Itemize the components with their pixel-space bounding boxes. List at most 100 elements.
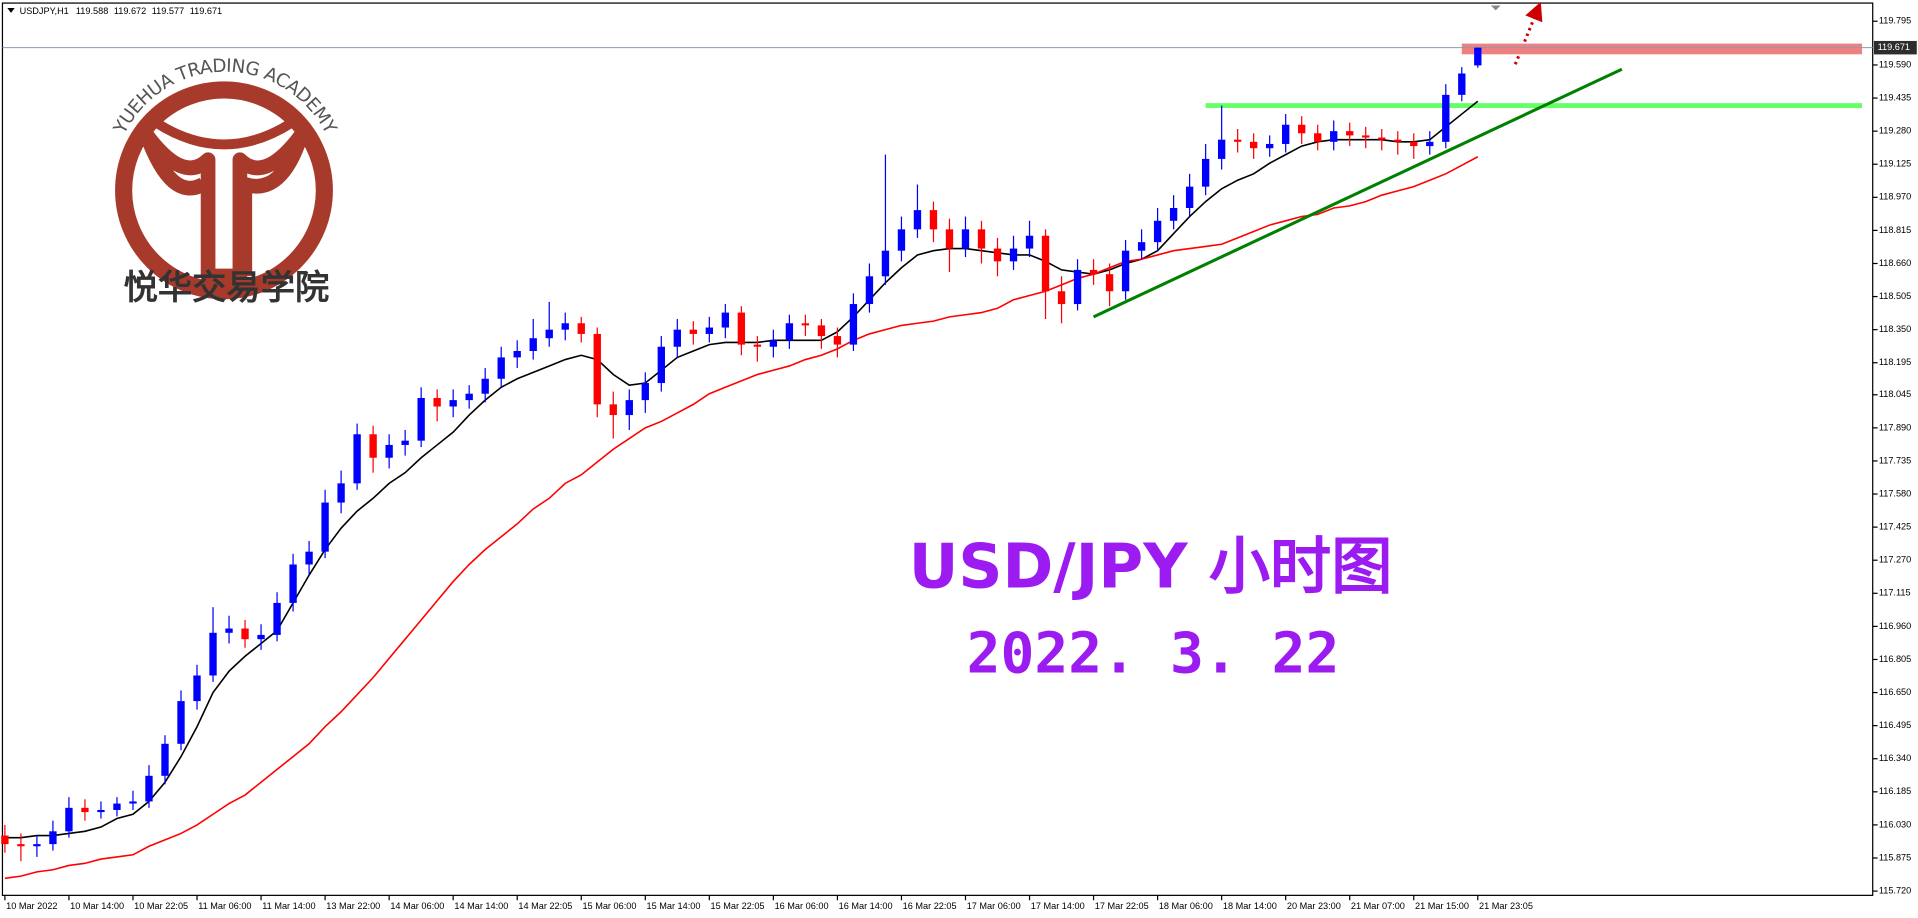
candle-body — [241, 628, 249, 640]
candle-body — [657, 346, 665, 384]
candle-body — [1073, 269, 1082, 305]
y-tick-label: 118.195 — [1879, 357, 1911, 367]
candle-body — [865, 276, 874, 305]
menu-triangle — [7, 7, 15, 13]
candle-body — [97, 809, 105, 813]
candle-body — [1169, 207, 1178, 221]
candle-body — [801, 323, 810, 326]
candle-body — [1009, 248, 1018, 262]
candle-body — [1426, 141, 1434, 147]
x-tick-label: 15 Mar 22:05 — [711, 901, 765, 911]
candle-body — [193, 675, 201, 702]
candle-body — [1314, 133, 1322, 142]
candle-body — [1474, 47, 1482, 66]
x-tick-label: 20 Mar 23:00 — [1287, 901, 1341, 911]
candle-body — [289, 564, 297, 603]
trendline — [1092, 67, 1623, 319]
y-tick-label: 116.185 — [1879, 786, 1911, 796]
candle-body — [1346, 131, 1354, 136]
y-tick-label: 117.270 — [1879, 555, 1911, 565]
x-tick-label: 17 Mar 06:00 — [967, 901, 1021, 911]
candle-body — [897, 229, 906, 251]
overlay-date: 2022. 3. 22 — [967, 621, 1340, 686]
x-tick-label: 21 Mar 23:05 — [1479, 901, 1533, 911]
candle-body — [753, 344, 762, 347]
price-box — [1873, 40, 1917, 55]
candle-body — [81, 807, 89, 813]
y-tick-label: 118.660 — [1879, 258, 1911, 268]
y-tick-label: 118.045 — [1879, 389, 1911, 399]
x-tick-label: 11 Mar 14:00 — [262, 901, 315, 911]
candle-body — [561, 323, 569, 330]
y-tick-label: 119.280 — [1879, 126, 1911, 136]
candle-body — [65, 807, 73, 832]
resistance-zone — [1461, 43, 1863, 55]
x-tick-label: 21 Mar 15:00 — [1415, 901, 1469, 911]
candle-body — [849, 304, 858, 345]
candle-body — [881, 250, 890, 277]
shift-marker — [1490, 5, 1501, 11]
x-tick-label: 10 Mar 2022 — [6, 901, 57, 911]
x-tick-label: 13 Mar 22:00 — [326, 901, 380, 911]
candle-body — [145, 775, 153, 802]
y-tick-label: 117.425 — [1879, 522, 1911, 532]
y-tick-label: 116.960 — [1879, 621, 1911, 631]
candle-body — [1458, 73, 1466, 95]
candle-body — [481, 378, 489, 394]
x-tick-label: 16 Mar 22:05 — [903, 901, 957, 911]
y-tick-label: 118.970 — [1879, 192, 1911, 202]
candle-body — [913, 210, 922, 230]
candle-body — [833, 336, 842, 345]
candle-body — [1233, 139, 1242, 142]
x-tick-label: 11 Mar 06:00 — [198, 901, 251, 911]
candle-body — [225, 628, 233, 633]
x-tick-label: 10 Mar 14:00 — [70, 901, 124, 911]
info-close: 119.671 — [190, 6, 222, 16]
logo-ring — [115, 81, 333, 300]
y-tick-label: 116.030 — [1879, 819, 1911, 829]
candle-body — [689, 329, 697, 334]
x-tick-label: 17 Mar 22:05 — [1095, 901, 1149, 911]
x-tick-label: 10 Mar 22:05 — [134, 901, 188, 911]
candle-body — [257, 634, 265, 640]
candle-body — [737, 312, 746, 345]
y-tick-label: 119.795 — [1879, 16, 1911, 26]
plot-frame — [1, 2, 1874, 896]
info-high: 119.672 — [114, 6, 146, 16]
candle-body — [321, 502, 329, 552]
info-low: 119.577 — [152, 6, 184, 16]
candle-body — [1121, 250, 1130, 292]
candle-body — [1185, 186, 1194, 208]
candle-body — [1089, 269, 1098, 275]
candle-body — [17, 844, 25, 847]
x-tick-label: 14 Mar 14:00 — [454, 901, 508, 911]
candle-body — [529, 338, 537, 352]
candle-body — [337, 483, 345, 503]
y-tick-label: 119.590 — [1879, 59, 1911, 69]
candle-body — [545, 329, 553, 339]
logo-chinese: 悦华交易学院 — [124, 268, 330, 308]
candle-body — [1298, 124, 1306, 134]
info-open: 119.588 — [76, 6, 108, 16]
x-tick-label: 16 Mar 14:00 — [839, 901, 893, 911]
candle-body — [401, 440, 409, 445]
candle-body — [161, 743, 169, 776]
y-tick-label: 119.125 — [1879, 159, 1911, 169]
candle-body — [1105, 274, 1114, 292]
moving-average — [4, 156, 1479, 880]
candle-body — [177, 701, 185, 744]
candle-body — [1201, 158, 1210, 187]
candle-body — [497, 357, 505, 379]
candle-body — [1442, 94, 1450, 142]
candle-body — [1153, 220, 1162, 243]
y-tick-label: 117.115 — [1879, 588, 1911, 598]
y-tick-label: 119.435 — [1879, 92, 1911, 102]
candle-body — [1378, 137, 1386, 140]
candle-body — [993, 248, 1002, 262]
candle-body — [673, 329, 681, 347]
candle-body — [49, 831, 57, 845]
y-tick-label: 118.350 — [1879, 324, 1911, 334]
candle-body — [513, 351, 521, 358]
y-tick-label: 115.875 — [1879, 852, 1911, 862]
